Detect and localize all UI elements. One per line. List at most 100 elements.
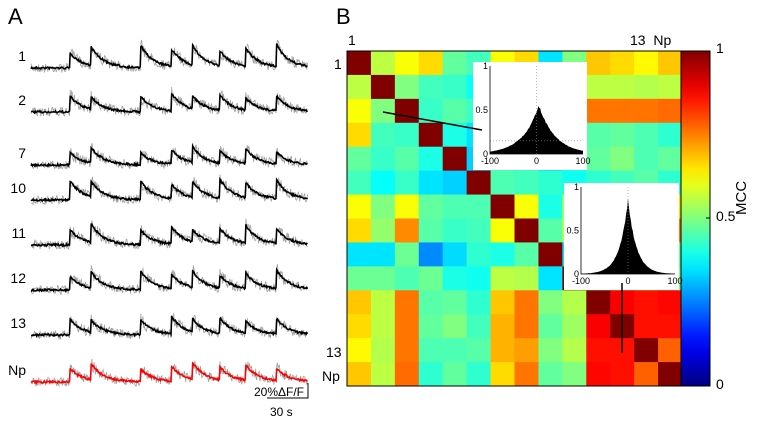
- cell-10-1: [370, 290, 396, 315]
- cell-8-1: [370, 242, 396, 267]
- cell-7-8: [538, 218, 563, 243]
- mean-trace-1: [30, 42, 308, 71]
- cell-10-0: [347, 290, 372, 315]
- cell-12-3: [418, 338, 444, 363]
- cell-12-9: [562, 338, 587, 363]
- cell-3-0: [347, 122, 372, 148]
- inset-ytick: 0.5: [566, 226, 579, 236]
- scalebar-x-label: 30 s: [270, 405, 293, 419]
- cell-0-0: [347, 51, 372, 76]
- cell-8-3: [418, 242, 444, 267]
- panel-b-label: B: [336, 4, 351, 29]
- inset-1-pointer: [382, 111, 483, 131]
- cell-5-5: [466, 170, 492, 196]
- scale-bar: [267, 383, 309, 399]
- cell-13-0: [347, 362, 372, 387]
- cell-4-10: [586, 146, 611, 172]
- inset-ytick: 1: [483, 61, 488, 71]
- cell-9-4: [442, 266, 468, 291]
- cell-4-0: [347, 146, 372, 172]
- cell-11-12: [634, 314, 659, 339]
- cell-0-10: [586, 51, 611, 76]
- cell-13-2: [394, 362, 420, 387]
- cell-11-8: [538, 314, 563, 339]
- colorbar-tick-1: 1: [716, 40, 724, 56]
- calcium-traces: [30, 39, 309, 399]
- cell-5-6: [490, 170, 515, 196]
- inset-axes: [489, 66, 583, 155]
- cell-7-1: [370, 218, 396, 243]
- cell-1-0: [347, 74, 372, 100]
- cell-10-12: [634, 290, 659, 315]
- colorbar-tick-0.5: 0.5: [716, 208, 736, 224]
- cell-1-1: [370, 74, 396, 100]
- trace-label-2: 2: [18, 92, 26, 108]
- cell-4-13: [658, 146, 683, 172]
- trace-label-1: 1: [18, 48, 26, 64]
- mean-trace-10: [30, 176, 309, 203]
- cell-2-11: [610, 98, 635, 124]
- cell-10-9: [562, 290, 587, 315]
- cell-7-4: [442, 218, 468, 243]
- cell-9-1: [370, 266, 396, 291]
- trace-label-10: 10: [10, 180, 26, 196]
- cell-12-7: [514, 338, 539, 363]
- cell-3-2: [394, 122, 420, 148]
- inset-xtick: 0: [625, 276, 630, 286]
- cell-8-4: [442, 242, 468, 267]
- cell-2-0: [347, 98, 372, 124]
- inset-axes: [580, 187, 675, 275]
- cell-6-6: [490, 194, 515, 219]
- cell-13-5: [466, 362, 492, 387]
- cell-6-4: [442, 194, 468, 219]
- cell-5-8: [538, 170, 563, 196]
- inset-xtick: -100: [572, 276, 590, 286]
- cell-13-4: [442, 362, 468, 387]
- cell-10-13: [658, 290, 683, 315]
- cell-13-7: [514, 362, 539, 387]
- cell-11-6: [490, 314, 515, 339]
- cell-8-0: [347, 242, 372, 267]
- row-label-np: Np: [322, 368, 340, 384]
- cell-2-1: [370, 98, 396, 124]
- cell-11-4: [442, 314, 468, 339]
- colorbar-label: MCC: [733, 180, 750, 215]
- cell-6-3: [418, 194, 444, 219]
- inset-xtick: 0: [534, 156, 539, 166]
- cell-10-10: [586, 290, 611, 315]
- cell-10-4: [442, 290, 468, 315]
- cell-9-7: [514, 266, 539, 291]
- cell-9-8: [538, 266, 563, 291]
- cell-5-0: [347, 170, 372, 196]
- col-label-first: 1: [348, 32, 356, 48]
- cell-12-5: [466, 338, 492, 363]
- cell-10-5: [466, 290, 492, 315]
- cell-13-9: [562, 362, 587, 387]
- mean-trace-11: [30, 223, 308, 248]
- raw-trace-1: [30, 39, 308, 74]
- cell-0-11: [610, 51, 635, 76]
- trace-label-13: 13: [10, 315, 26, 331]
- mean-trace-7: [30, 143, 308, 168]
- cell-0-2: [394, 51, 420, 76]
- cell-11-3: [418, 314, 444, 339]
- cell-13-3: [418, 362, 444, 387]
- cell-2-4: [442, 98, 468, 124]
- cell-6-0: [347, 194, 372, 219]
- cell-3-1: [370, 122, 396, 148]
- cell-3-10: [586, 122, 611, 148]
- mean-trace-12: [30, 267, 309, 293]
- cell-0-4: [442, 51, 468, 76]
- trace-label-Np: Np: [8, 362, 26, 378]
- trace-label-12: 12: [10, 270, 26, 286]
- cell-9-6: [490, 266, 515, 291]
- inset-xtick: 100: [575, 156, 590, 166]
- cell-13-13: [658, 362, 683, 387]
- cell-1-13: [658, 74, 683, 100]
- cell-12-6: [490, 338, 515, 363]
- cell-13-10: [586, 362, 611, 387]
- cell-7-7: [514, 218, 539, 243]
- cell-13-1: [370, 362, 396, 387]
